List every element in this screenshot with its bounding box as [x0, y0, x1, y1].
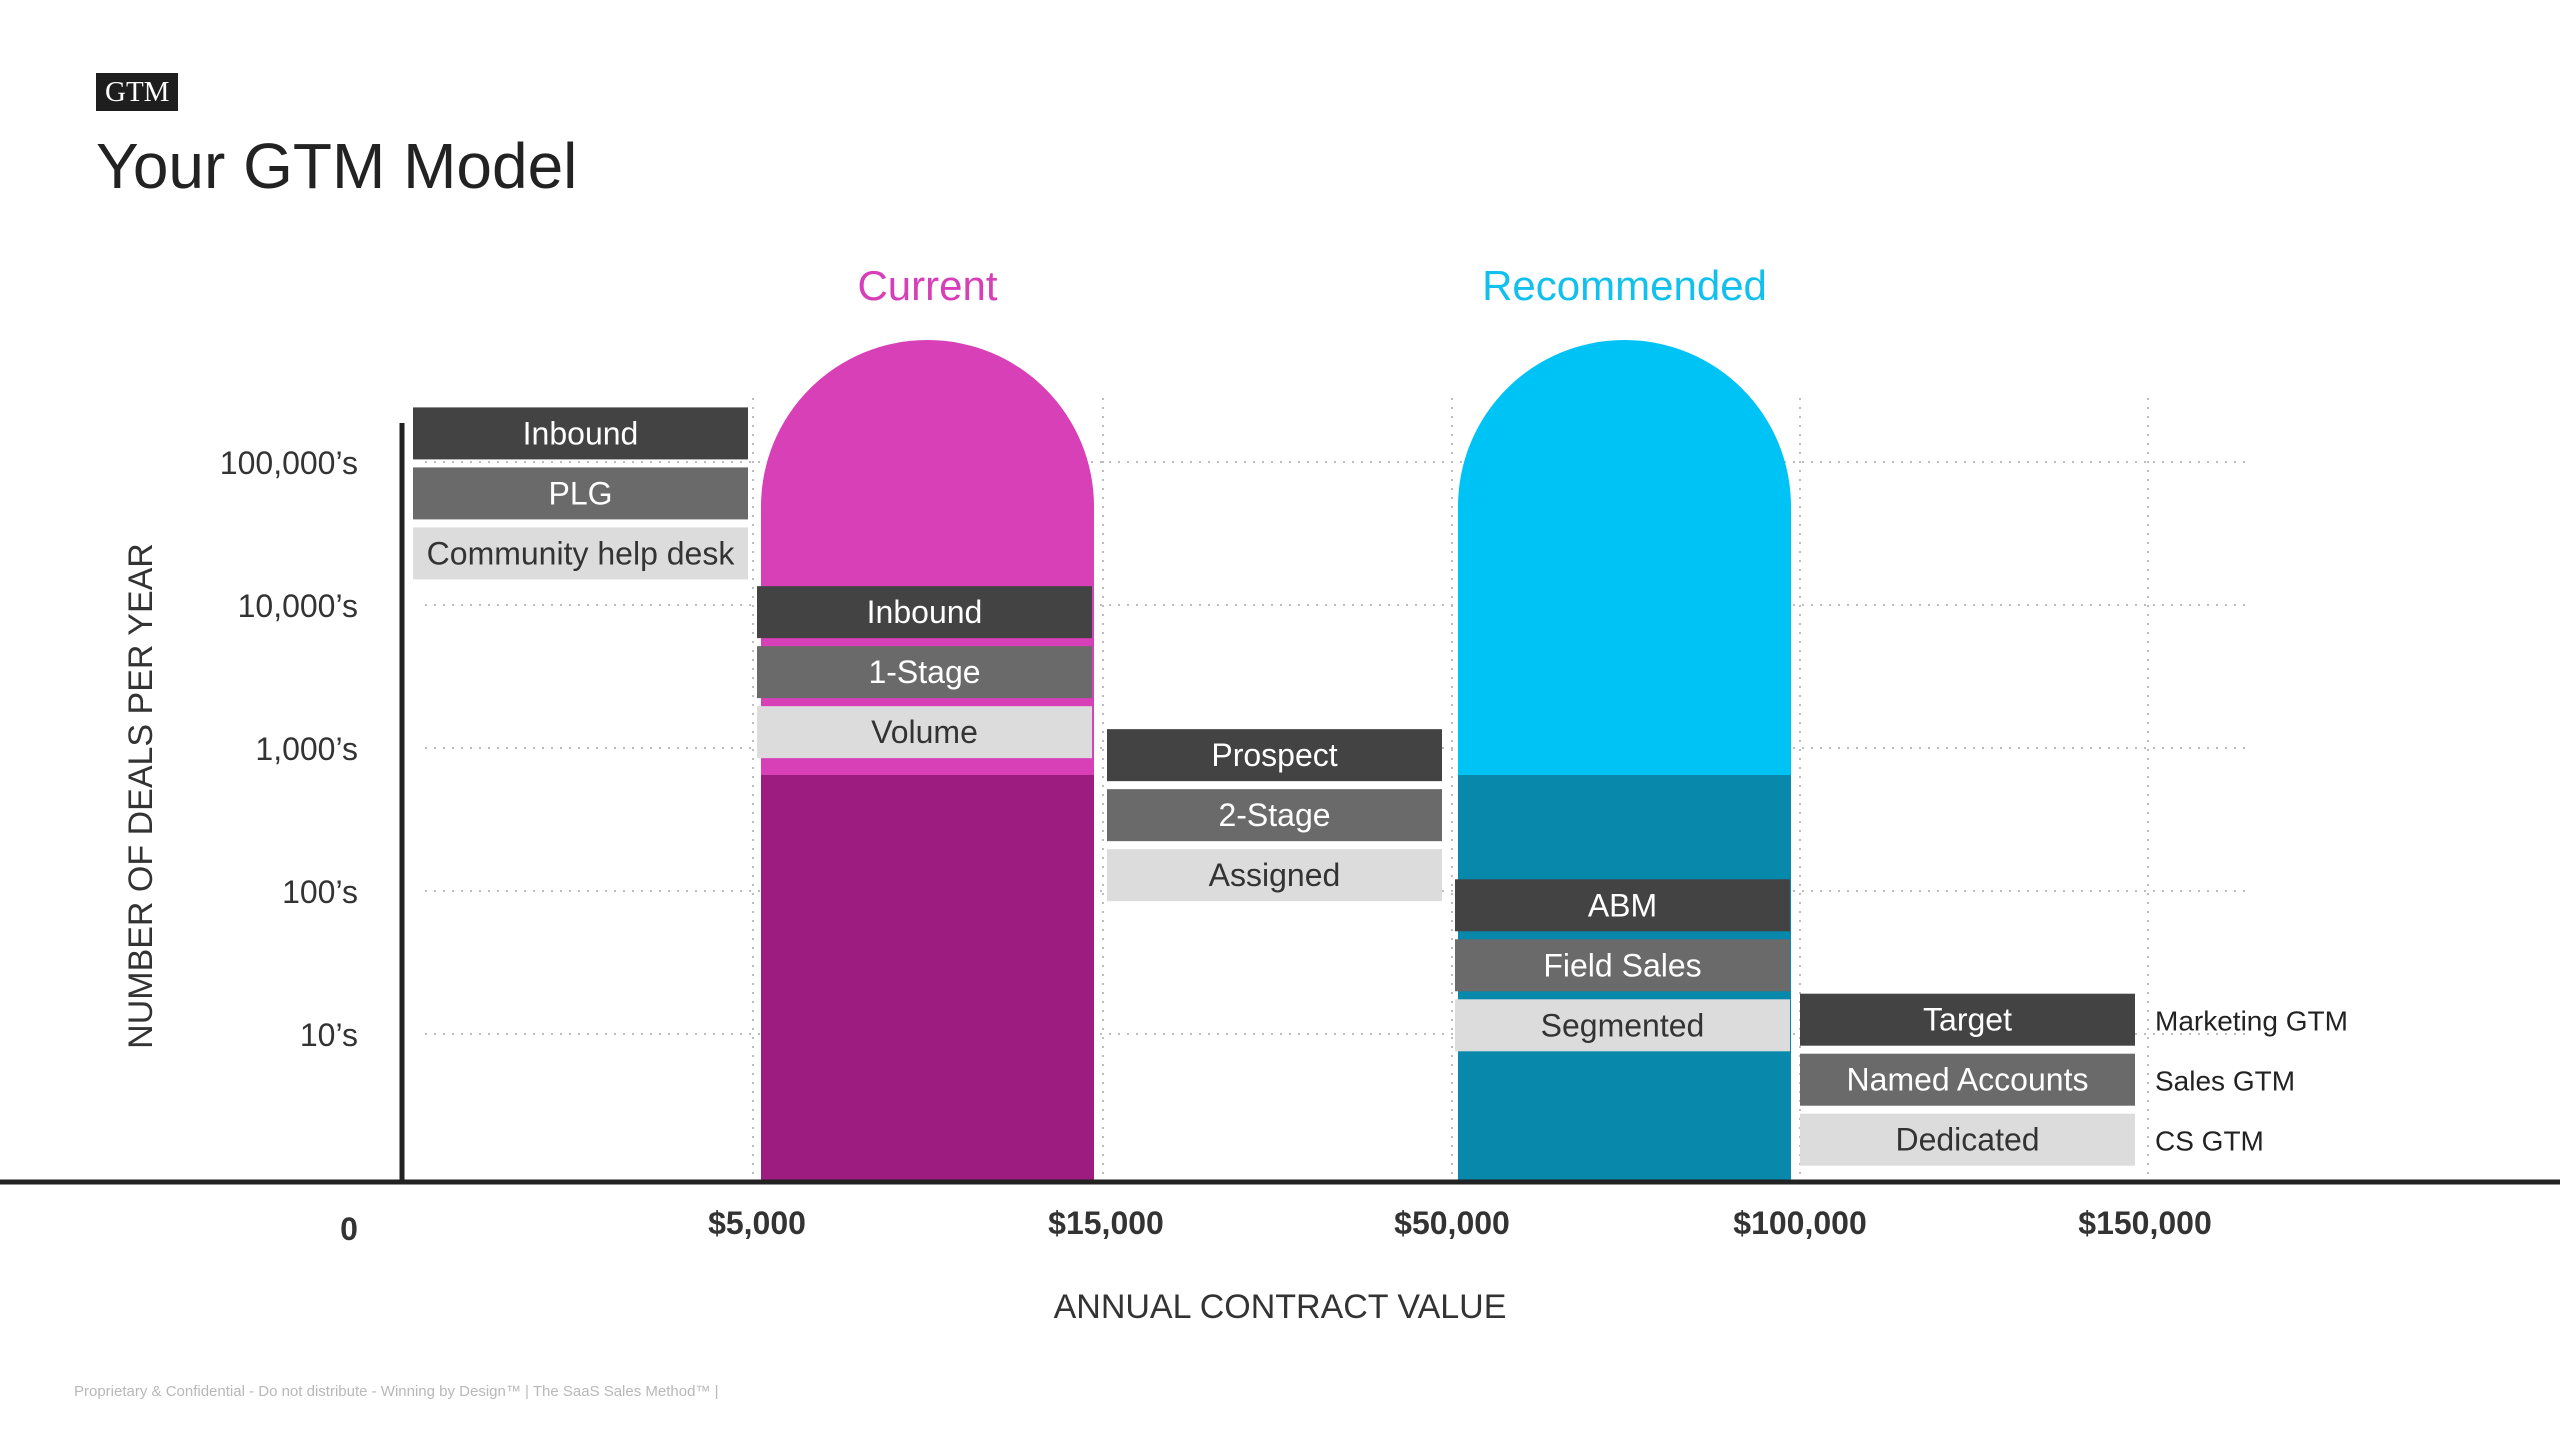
gtm-motion-box: 1-Stage: [757, 646, 1092, 699]
y-tick-label: 1,000’s: [255, 731, 358, 767]
gtm-motion-label: Named Accounts: [1847, 1062, 2089, 1098]
gtm-motion-label: Dedicated: [1895, 1122, 2039, 1158]
gtm-motion-box-bg: [757, 646, 1092, 699]
pill-recommended-upper: [1458, 340, 1791, 775]
x-tick-label: $150,000: [2078, 1205, 2211, 1241]
footer-disclaimer: Proprietary & Confidential - Do not dist…: [74, 1383, 719, 1400]
gtm-motion-box: Field Sales: [1455, 939, 1790, 992]
gtm-motion-box: Dedicated: [1800, 1113, 2135, 1166]
gtm-motion-box: Assigned: [1107, 849, 1442, 902]
pill-current: [761, 340, 1094, 1182]
gtm-motion-label: Inbound: [867, 594, 983, 630]
gtm-motion-label: 2-Stage: [1218, 797, 1330, 833]
gtm-motion-box-bg: [1800, 1113, 2135, 1166]
gtm-motion-box-bg: [1107, 789, 1442, 842]
x-tick-label: $50,000: [1394, 1205, 1510, 1241]
gtm-motion-box-bg: [1800, 1053, 2135, 1106]
x-tick-label: $100,000: [1733, 1205, 1866, 1241]
gtm-motion-box: Target: [1800, 993, 2135, 1046]
gtm-motion-label: Prospect: [1211, 737, 1337, 773]
gtm-motion-box: Named Accounts: [1800, 1053, 2135, 1106]
gtm-motion-box-bg: [1455, 879, 1790, 932]
x-tick-label: $15,000: [1048, 1205, 1164, 1241]
gtm-motion-box: PLG: [413, 467, 748, 520]
pill-current-label: Current: [857, 262, 997, 309]
legend-label: Sales GTM: [2155, 1066, 2295, 1097]
legend-label: Marketing GTM: [2155, 1006, 2348, 1037]
y-tick-label: 10,000’s: [238, 588, 358, 624]
y-tick-label: 10’s: [300, 1017, 358, 1053]
gtm-motion-box-bg: [413, 407, 748, 460]
gtm-motion-box: Inbound: [757, 586, 1092, 639]
gtm-motion-label: Inbound: [523, 415, 639, 451]
gtm-motion-label: Volume: [871, 714, 978, 750]
page-title: Your GTM Model: [96, 130, 578, 202]
gtm-motion-box: Inbound: [413, 407, 748, 460]
gtm-motion-box: Volume: [757, 706, 1092, 759]
gtm-motion-box-bg: [757, 586, 1092, 639]
x-tick-label: $5,000: [708, 1205, 806, 1241]
gtm-motion-box: ABM: [1455, 879, 1790, 932]
pill-current-lower: [761, 775, 1094, 1182]
pill-recommended: [1458, 340, 1791, 1182]
gtm-motion-label: Segmented: [1541, 1007, 1705, 1043]
gtm-motion-label: PLG: [548, 475, 612, 511]
gtm-motion-box-bg: [413, 467, 748, 520]
gtm-motion-label: Field Sales: [1543, 947, 1701, 983]
gtm-motion-box: Segmented: [1455, 999, 1790, 1052]
y-axis-title: NUMBER OF DEALS PER YEAR: [122, 543, 160, 1049]
gtm-motion-box: 2-Stage: [1107, 789, 1442, 842]
section-tag: GTM: [96, 73, 179, 111]
gtm-motion-box-bg: [1107, 849, 1442, 902]
gtm-motion-label: Target: [1923, 1002, 2012, 1038]
gtm-motion-box: Prospect: [1107, 729, 1442, 782]
y-tick-label: 100,000’s: [220, 445, 358, 481]
pill-recommended-label: Recommended: [1482, 262, 1767, 309]
gtm-motion-box-bg: [1107, 729, 1442, 782]
legend-label: CS GTM: [2155, 1126, 2264, 1157]
gtm-motion-box-bg: [413, 527, 748, 580]
y-tick-label: 100’s: [282, 874, 358, 910]
gtm-motion-box-bg: [1455, 939, 1790, 992]
gtm-motion-box-bg: [1455, 999, 1790, 1052]
gtm-motion-label: 1-Stage: [868, 654, 980, 690]
gtm-motion-box: Community help desk: [413, 527, 748, 580]
gtm-motion-label: Assigned: [1209, 857, 1341, 893]
x-tick-label: 0: [340, 1211, 358, 1247]
x-axis-title: ANNUAL CONTRACT VALUE: [1054, 1288, 1507, 1326]
gtm-motion-label: ABM: [1588, 887, 1657, 923]
gtm-motion-box-bg: [757, 706, 1092, 759]
gtm-motion-label: Community help desk: [427, 535, 736, 571]
gtm-motion-box-bg: [1800, 993, 2135, 1046]
